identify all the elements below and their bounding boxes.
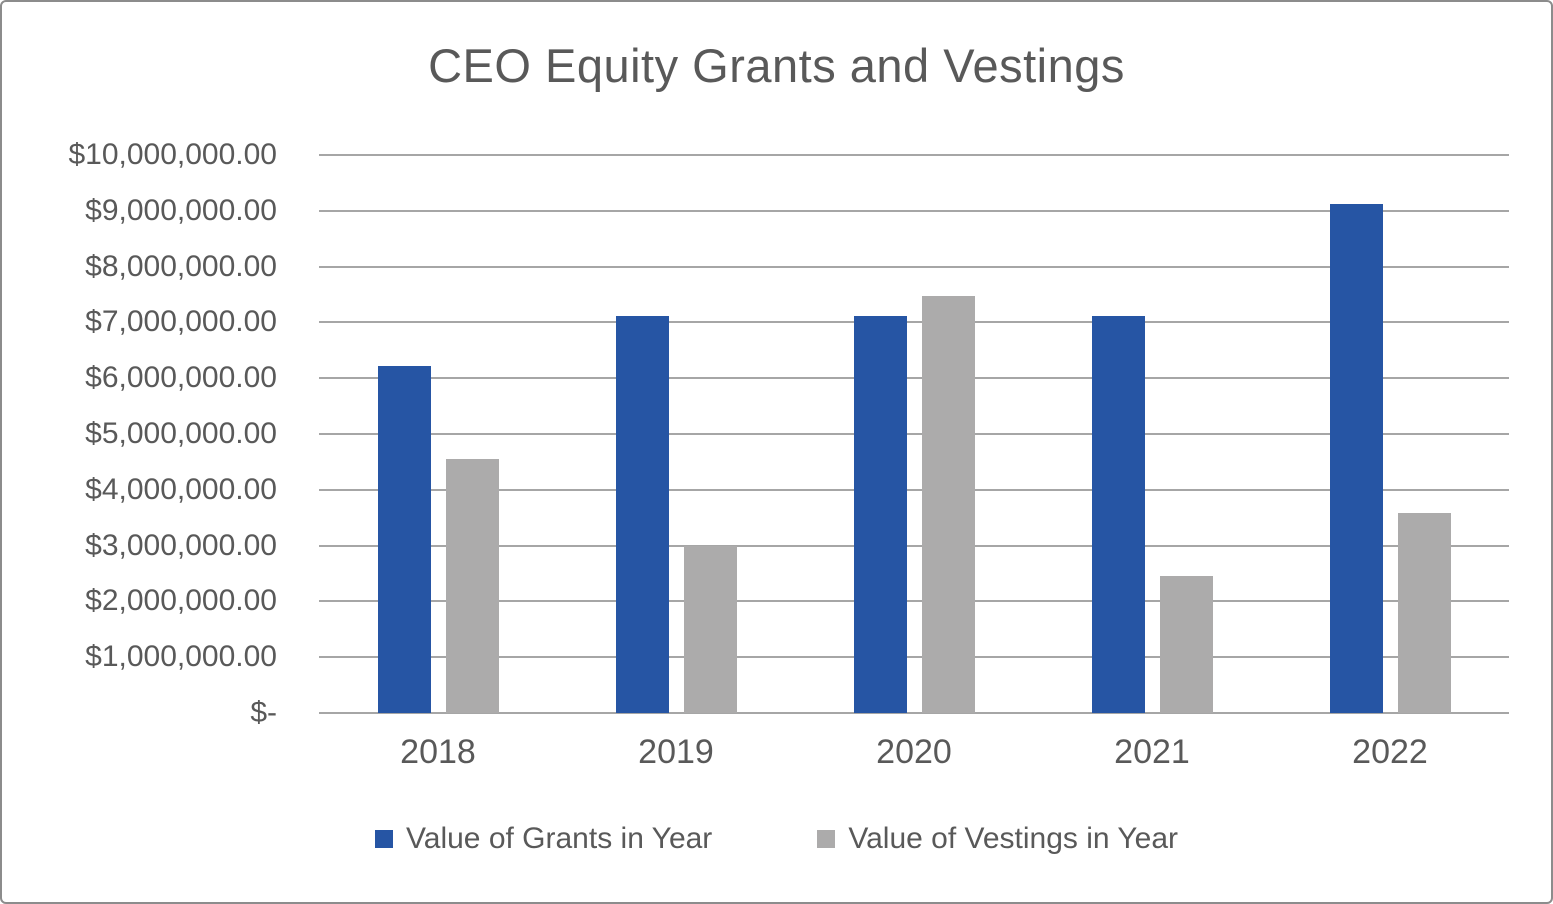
grants-bar bbox=[377, 365, 431, 713]
gridline bbox=[319, 265, 1509, 268]
plot-area bbox=[319, 154, 1509, 714]
legend: Value of Grants in Year Value of Vestings… bbox=[2, 822, 1551, 856]
grants-bar bbox=[1329, 203, 1383, 713]
x-category-label: 2021 bbox=[1114, 733, 1190, 771]
y-tick-label: $6,000,000.00 bbox=[85, 361, 277, 395]
x-category-label: 2020 bbox=[876, 733, 952, 771]
gridline bbox=[319, 600, 1509, 603]
legend-item: Value of Vestings in Year bbox=[817, 822, 1178, 856]
gridline bbox=[319, 433, 1509, 435]
gridline bbox=[319, 209, 1509, 212]
vestings-bar bbox=[683, 545, 737, 713]
gridline bbox=[319, 544, 1509, 547]
legend-item: Value of Grants in Year bbox=[374, 822, 713, 856]
x-axis-line bbox=[319, 712, 1509, 714]
legend-swatch-icon bbox=[817, 830, 836, 848]
bar-group bbox=[1033, 155, 1271, 713]
legend-label: Value of Grants in Year bbox=[405, 822, 713, 855]
legend-swatch-icon bbox=[374, 830, 393, 848]
legend-label: Value of Vestings in Year bbox=[848, 822, 1179, 855]
y-axis-tick-labels: $10,000,000.00 $9,000,000.00 $8,000,000.00… bbox=[2, 138, 277, 729]
y-tick-label: $3,000,000.00 bbox=[85, 528, 277, 562]
grants-bar bbox=[1091, 315, 1145, 713]
gridline bbox=[319, 321, 1509, 324]
vestings-bar bbox=[1397, 513, 1451, 713]
bar-group bbox=[557, 155, 795, 713]
x-category-label: 2018 bbox=[400, 733, 476, 771]
y-tick-label: $10,000,000.00 bbox=[68, 138, 277, 171]
bar-group bbox=[1271, 155, 1509, 713]
y-tick-label: $5,000,000.00 bbox=[85, 417, 277, 450]
gridline bbox=[319, 154, 1509, 156]
y-tick-label: $9,000,000.00 bbox=[85, 193, 277, 227]
gridline bbox=[319, 488, 1509, 491]
y-tick-label: $7,000,000.00 bbox=[85, 305, 277, 339]
y-tick-label: $4,000,000.00 bbox=[85, 472, 277, 506]
gridline bbox=[319, 656, 1509, 659]
y-tick-label: $- bbox=[250, 696, 277, 729]
x-category-label: 2019 bbox=[638, 733, 714, 771]
vestings-bar bbox=[1159, 576, 1213, 713]
bar-group bbox=[795, 155, 1033, 713]
y-tick-label: $1,000,000.00 bbox=[85, 640, 277, 674]
grants-bar bbox=[853, 315, 907, 713]
y-tick-label: $2,000,000.00 bbox=[85, 584, 277, 618]
vestings-bar bbox=[445, 459, 499, 713]
gridline bbox=[319, 377, 1509, 380]
y-tick-label: $8,000,000.00 bbox=[85, 249, 277, 283]
x-category-label: 2022 bbox=[1352, 733, 1428, 771]
x-axis-labels: 2018 2019 2020 2021 2022 bbox=[319, 733, 1509, 779]
vestings-bar bbox=[921, 295, 975, 713]
bar-group bbox=[319, 155, 557, 713]
grants-bar bbox=[615, 315, 669, 713]
chart-title: CEO Equity Grants and Vestings bbox=[428, 39, 1125, 92]
